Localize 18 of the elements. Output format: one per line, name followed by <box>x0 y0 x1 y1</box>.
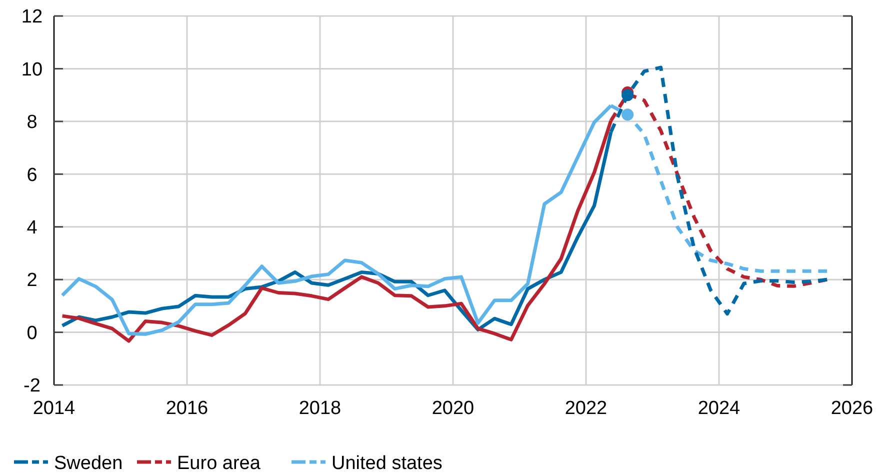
legend-label: Sweden <box>54 453 123 473</box>
x-tick-label: 2020 <box>432 398 474 419</box>
y-tick-label: 12 <box>21 6 43 28</box>
y-tick-label: 8 <box>26 112 38 134</box>
y-tick-label: 2 <box>26 270 38 292</box>
legend-label: Euro area <box>177 453 261 473</box>
x-tick-label: 2022 <box>564 398 608 419</box>
y-tick-label: 10 <box>21 59 43 80</box>
legend-label: United states <box>332 453 442 473</box>
x-tick-label: 2018 <box>298 398 342 419</box>
x-tick-label: 2026 <box>830 398 874 419</box>
x-tick-label: 2024 <box>698 398 741 419</box>
y-tick-label: 4 <box>26 218 38 239</box>
x-tick-label: 2014 <box>32 398 76 419</box>
y-tick-label: -2 <box>24 376 40 397</box>
y-tick-label: 6 <box>26 164 38 186</box>
y-tick-label: 0 <box>26 322 38 344</box>
x-tick-label: 2016 <box>166 398 208 419</box>
